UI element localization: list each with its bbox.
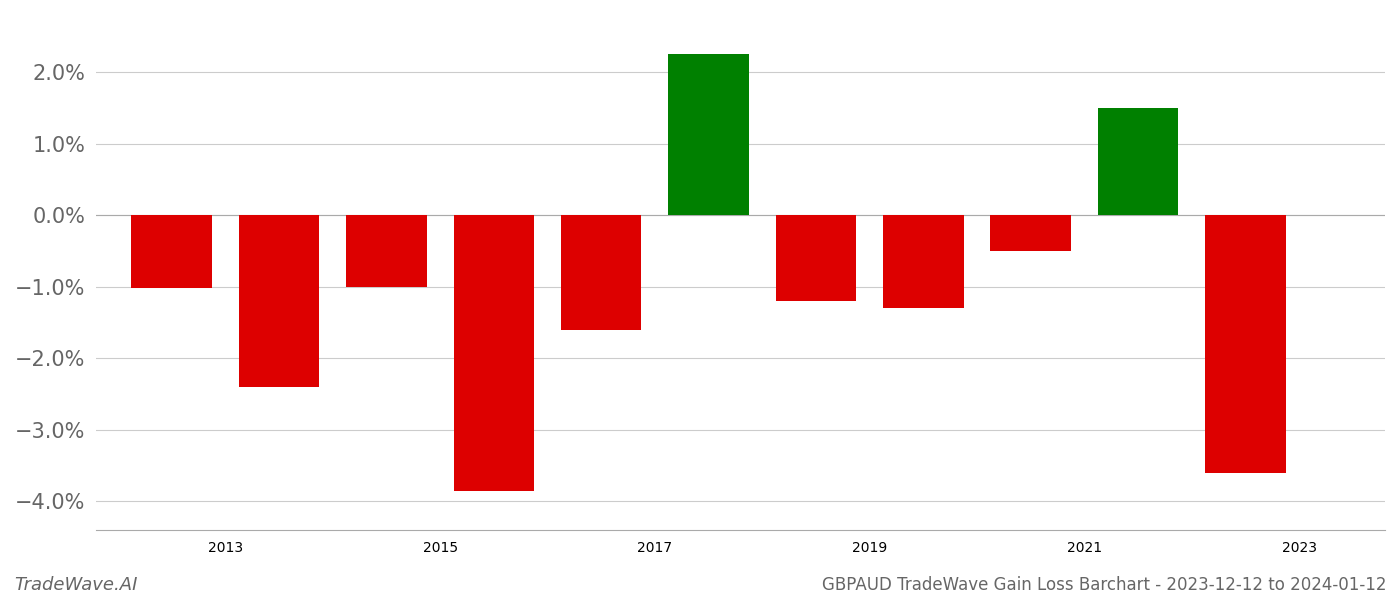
Text: TradeWave.AI: TradeWave.AI [14, 576, 137, 594]
Bar [668, 55, 749, 215]
Bar [346, 215, 427, 287]
Bar [561, 215, 641, 329]
Bar [776, 215, 857, 301]
Bar [1205, 215, 1285, 473]
Bar [454, 215, 533, 491]
Bar [132, 215, 211, 288]
Bar [239, 215, 319, 387]
Bar [990, 215, 1071, 251]
Bar [1098, 108, 1179, 215]
Bar [883, 215, 963, 308]
Text: GBPAUD TradeWave Gain Loss Barchart - 2023-12-12 to 2024-01-12: GBPAUD TradeWave Gain Loss Barchart - 20… [822, 576, 1386, 594]
